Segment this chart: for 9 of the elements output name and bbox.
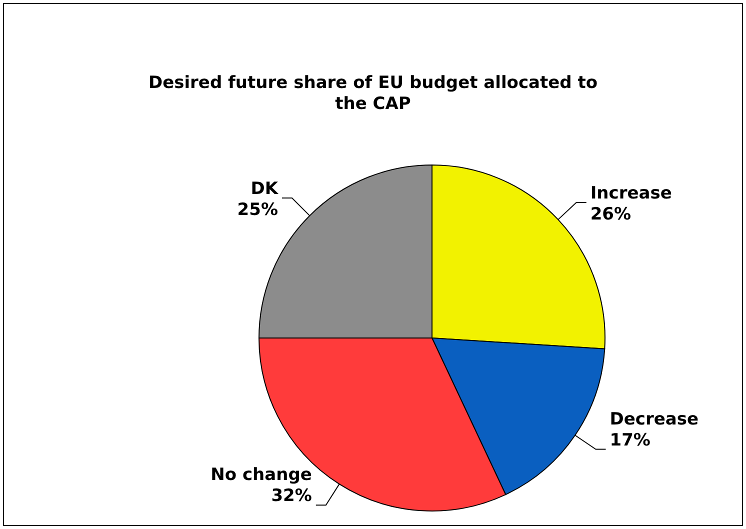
chart-title: Desired future share of EU budget allocated to the CAP xyxy=(148,73,598,114)
data-label: 17% xyxy=(610,430,650,450)
slice-label: DK xyxy=(250,178,279,199)
data-label: 32% xyxy=(271,486,312,506)
slice-label: No change xyxy=(210,465,312,486)
slice-label: Increase xyxy=(590,183,672,204)
data-label: 25% xyxy=(237,200,278,220)
slice-label: Decrease xyxy=(610,409,699,430)
data-label: 26% xyxy=(590,204,632,224)
